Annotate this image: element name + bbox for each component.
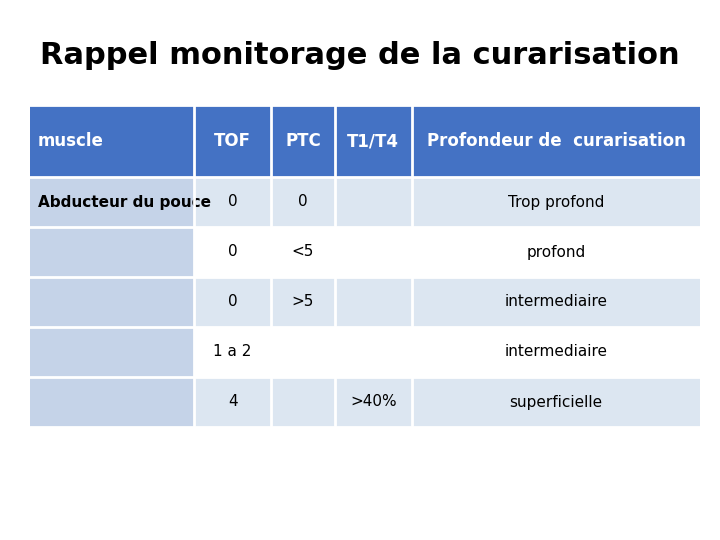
Bar bbox=[30, 327, 194, 377]
Text: >40%: >40% bbox=[350, 395, 397, 409]
Bar bbox=[412, 105, 700, 177]
Bar bbox=[412, 377, 700, 427]
Bar bbox=[30, 277, 194, 327]
Text: TOF: TOF bbox=[214, 132, 251, 150]
Bar bbox=[271, 377, 335, 427]
Text: Profondeur de  curarisation: Profondeur de curarisation bbox=[426, 132, 685, 150]
Bar bbox=[412, 177, 700, 227]
Bar bbox=[194, 277, 271, 327]
Text: >5: >5 bbox=[292, 294, 314, 309]
Bar bbox=[30, 377, 194, 427]
Bar bbox=[194, 177, 271, 227]
Text: Trop profond: Trop profond bbox=[508, 194, 604, 210]
Text: <5: <5 bbox=[292, 245, 314, 260]
Bar bbox=[335, 277, 412, 327]
Bar bbox=[194, 227, 271, 277]
Bar bbox=[271, 105, 335, 177]
Bar bbox=[335, 105, 412, 177]
Text: intermediaire: intermediaire bbox=[505, 345, 608, 360]
Text: profond: profond bbox=[526, 245, 585, 260]
Text: 0: 0 bbox=[228, 245, 238, 260]
Bar bbox=[271, 227, 335, 277]
Bar bbox=[30, 105, 194, 177]
Bar bbox=[335, 227, 412, 277]
Text: Abducteur du pouce: Abducteur du pouce bbox=[38, 194, 211, 210]
Bar bbox=[412, 327, 700, 377]
Text: T1/T4: T1/T4 bbox=[347, 132, 400, 150]
Text: 4: 4 bbox=[228, 395, 238, 409]
Text: PTC: PTC bbox=[285, 132, 321, 150]
Text: 0: 0 bbox=[228, 294, 238, 309]
Text: 0: 0 bbox=[298, 194, 308, 210]
Bar bbox=[194, 105, 271, 177]
Bar bbox=[194, 327, 271, 377]
Bar bbox=[271, 327, 335, 377]
Bar bbox=[30, 177, 194, 227]
Text: 1 a 2: 1 a 2 bbox=[214, 345, 252, 360]
Text: superficielle: superficielle bbox=[509, 395, 603, 409]
Bar bbox=[335, 327, 412, 377]
Bar bbox=[194, 377, 271, 427]
Bar bbox=[335, 177, 412, 227]
Bar bbox=[412, 277, 700, 327]
Bar bbox=[335, 377, 412, 427]
Bar bbox=[271, 277, 335, 327]
Bar bbox=[412, 227, 700, 277]
Text: Rappel monitorage de la curarisation: Rappel monitorage de la curarisation bbox=[40, 40, 680, 70]
Text: 0: 0 bbox=[228, 194, 238, 210]
Text: intermediaire: intermediaire bbox=[505, 294, 608, 309]
Bar bbox=[30, 227, 194, 277]
Bar bbox=[271, 177, 335, 227]
Text: muscle: muscle bbox=[38, 132, 104, 150]
